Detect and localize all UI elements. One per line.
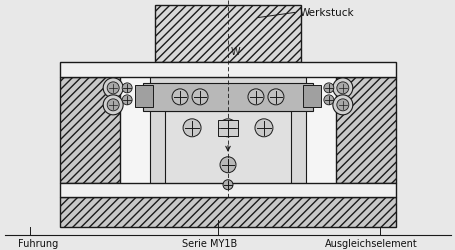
Circle shape xyxy=(268,89,283,105)
Circle shape xyxy=(336,82,348,94)
Bar xyxy=(60,183,395,197)
Bar xyxy=(60,77,120,183)
Circle shape xyxy=(192,89,207,105)
Circle shape xyxy=(103,78,123,98)
Circle shape xyxy=(182,119,201,137)
Circle shape xyxy=(323,83,333,93)
Text: Fuhrung: Fuhrung xyxy=(18,239,58,249)
Circle shape xyxy=(103,95,123,115)
Circle shape xyxy=(122,95,132,105)
Bar xyxy=(217,120,238,136)
Circle shape xyxy=(222,180,233,190)
Bar xyxy=(335,77,395,183)
Circle shape xyxy=(336,99,348,111)
Circle shape xyxy=(332,78,352,98)
Text: Ausgleichselement: Ausgleichselement xyxy=(324,239,417,249)
Text: W: W xyxy=(231,47,240,57)
Bar xyxy=(165,111,290,191)
Circle shape xyxy=(218,119,237,137)
Circle shape xyxy=(254,119,273,137)
Circle shape xyxy=(332,95,352,115)
Circle shape xyxy=(172,89,187,105)
Bar xyxy=(150,77,305,197)
Bar xyxy=(80,65,375,210)
Bar xyxy=(60,197,395,227)
Text: Werkstuck: Werkstuck xyxy=(299,8,354,18)
Circle shape xyxy=(122,83,132,93)
Bar xyxy=(135,85,153,107)
Circle shape xyxy=(219,157,236,173)
Circle shape xyxy=(107,82,119,94)
Bar xyxy=(302,85,320,107)
Bar xyxy=(60,62,395,77)
Circle shape xyxy=(323,95,333,105)
Text: Serie MY1B: Serie MY1B xyxy=(182,239,237,249)
Circle shape xyxy=(107,99,119,111)
Bar xyxy=(143,83,312,111)
Bar xyxy=(155,5,300,62)
Circle shape xyxy=(248,89,263,105)
